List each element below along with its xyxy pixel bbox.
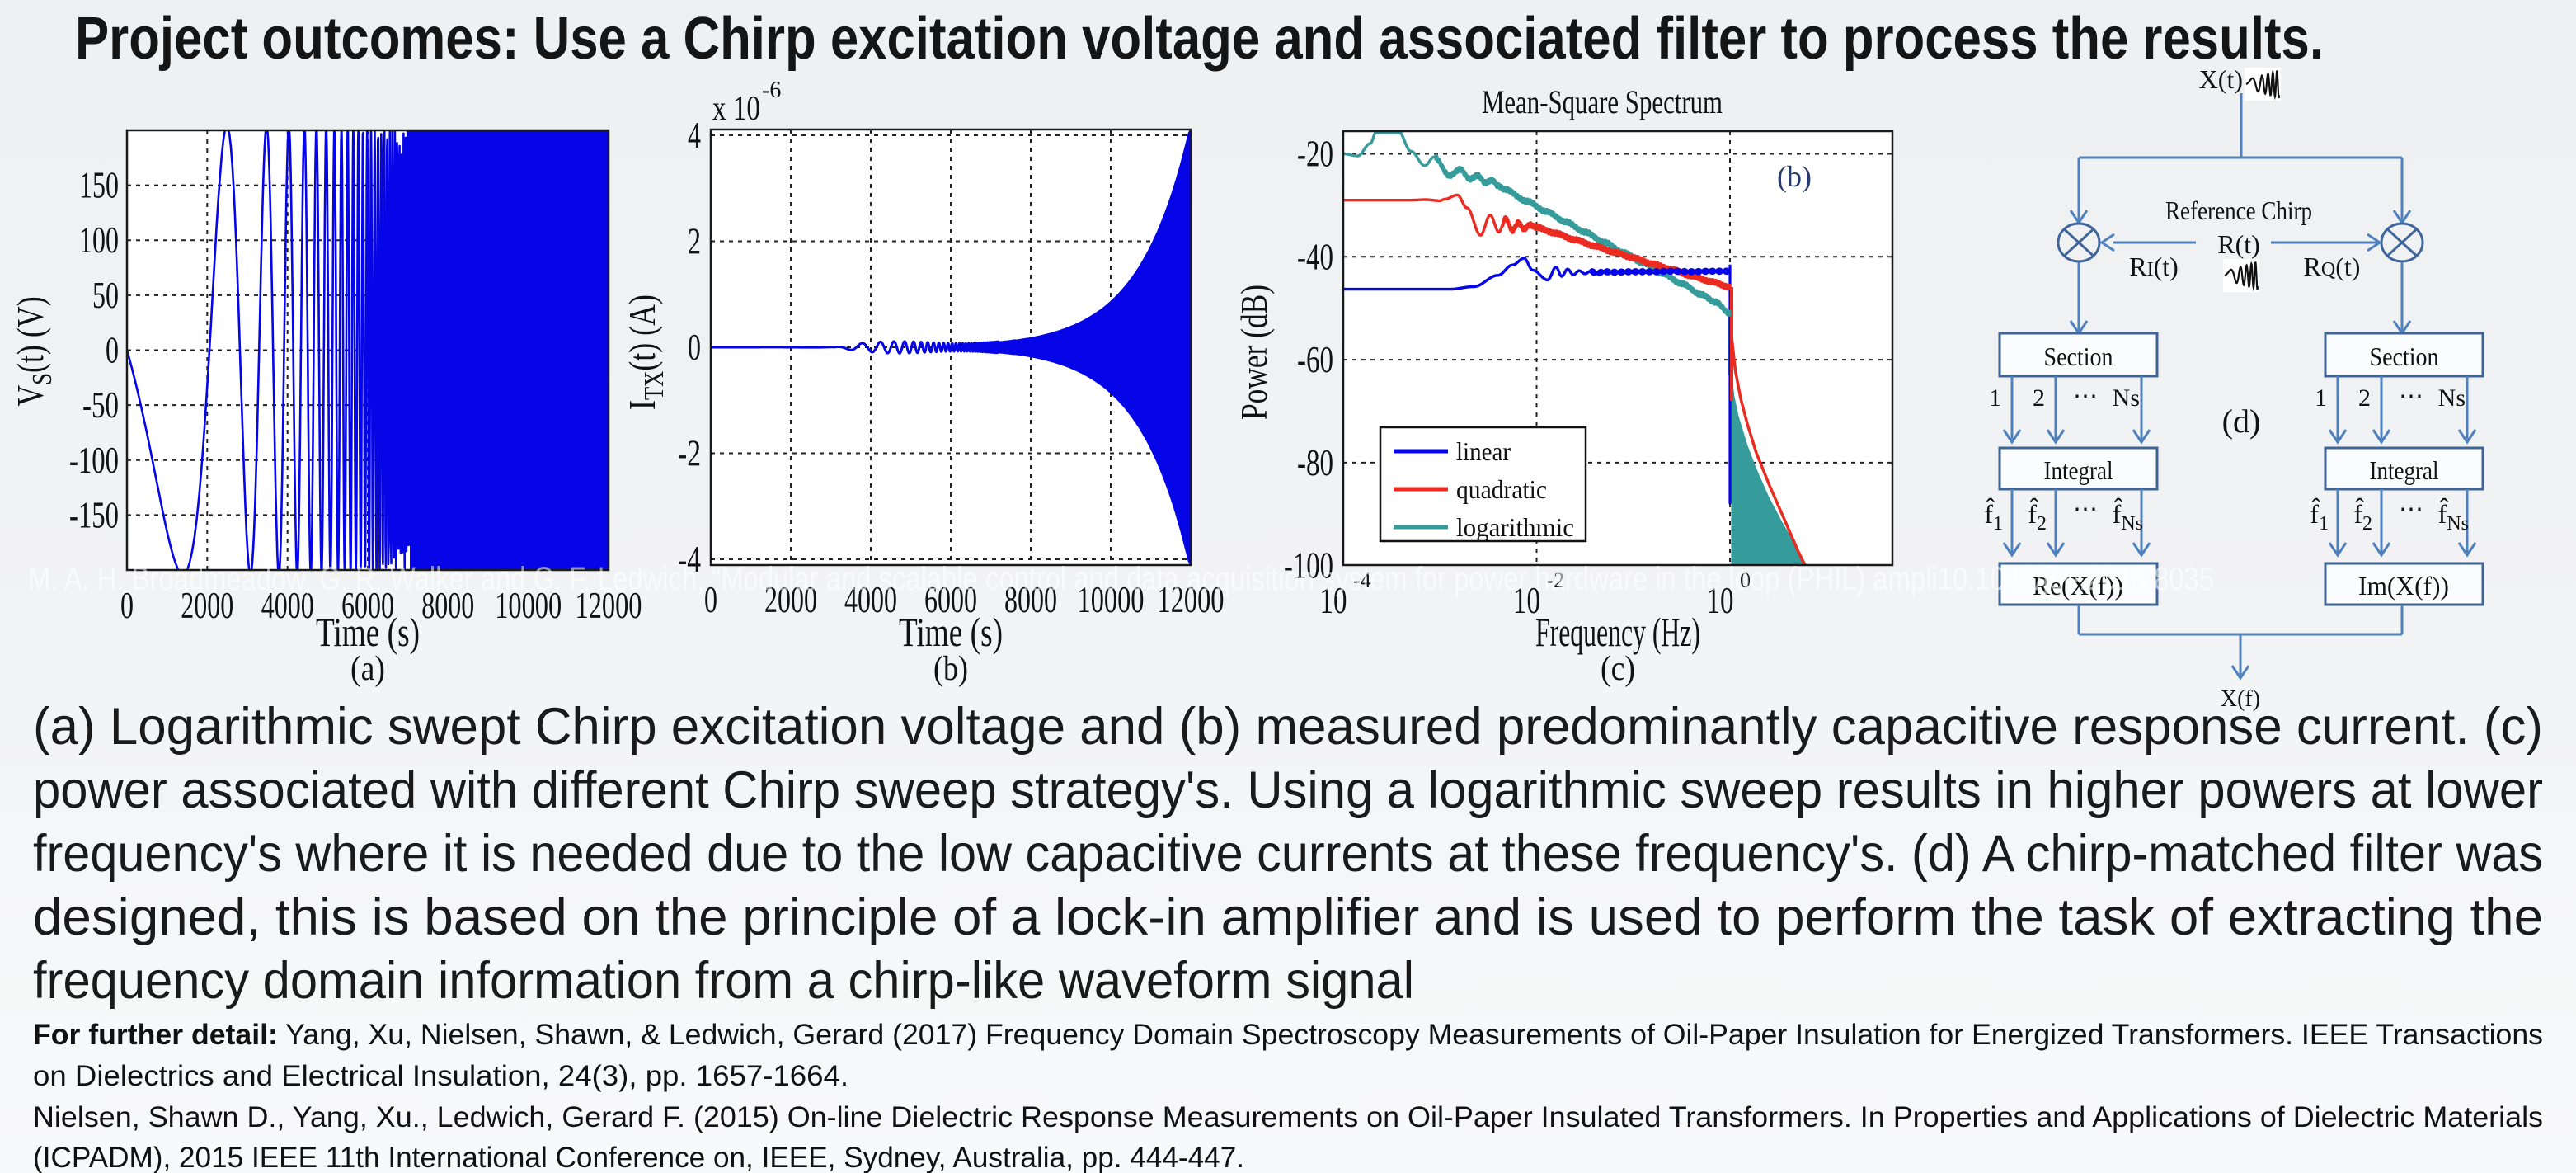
svg-text:X(f): X(f) [2221,686,2260,712]
svg-text:(a): (a) [350,650,385,688]
svg-text:-6: -6 [762,78,781,103]
svg-text:1: 1 [2315,384,2327,412]
svg-text:f̂2: f̂2 [2028,498,2047,535]
svg-text:Time (s): Time (s) [316,609,420,655]
svg-text:Section: Section [2370,342,2439,371]
svg-text:(c): (c) [1601,650,1635,688]
svg-text:0: 0 [704,579,717,620]
svg-text:f̂2: f̂2 [2353,498,2372,535]
svg-text:-80: -80 [1297,442,1333,483]
svg-text:10: 10 [1320,580,1347,621]
svg-text:2000: 2000 [181,585,233,626]
svg-text:RQ(t): RQ(t) [2304,252,2361,281]
svg-text:Ns: Ns [2438,384,2466,412]
svg-text:Re(X(f)): Re(X(f)) [2033,571,2123,601]
svg-text:8000: 8000 [1004,579,1057,620]
svg-text:2000: 2000 [764,579,817,620]
svg-text:Section: Section [2044,342,2113,371]
svg-text:Im(X(f)): Im(X(f)) [2358,571,2449,601]
svg-text:4000: 4000 [844,579,897,620]
svg-text:R(t): R(t) [2217,229,2260,259]
svg-text:4: 4 [688,115,701,156]
svg-text:0: 0 [1740,568,1751,592]
svg-text:12000: 12000 [576,585,642,626]
svg-text:2: 2 [2033,384,2045,412]
svg-text:10000: 10000 [1078,579,1145,620]
svg-text:2: 2 [2358,384,2371,412]
svg-text:Mean-Square Spectrum: Mean-Square Spectrum [1482,83,1723,120]
svg-text:VS(t) (V): VS(t) (V) [9,296,58,406]
svg-text:1: 1 [1989,384,2001,412]
svg-text:Integral: Integral [2044,455,2113,485]
svg-text:f̂1: f̂1 [2310,498,2329,535]
svg-text:(b): (b) [933,650,968,688]
svg-text:-60: -60 [1297,339,1333,380]
svg-text:-150: -150 [69,494,119,535]
svg-text:⋯: ⋯ [2399,496,2423,523]
svg-text:M. A. H. Broadmeadow, G. R. Wa: M. A. H. Broadmeadow, G. R. Walker and G… [28,561,2214,597]
svg-text:-4: -4 [1353,568,1371,592]
svg-text:6000: 6000 [924,579,977,620]
svg-text:Project outcomes: Use a Chirp: Project outcomes: Use a Chirp excitation… [75,6,2324,72]
svg-text:Integral: Integral [2370,455,2439,485]
svg-text:frequency's where it is needed: frequency's where it is needed due to th… [33,825,2543,883]
svg-text:(d): (d) [2222,403,2261,440]
svg-text:Frequency (Hz): Frequency (Hz) [1535,609,1700,655]
svg-text:-40: -40 [1297,236,1333,277]
svg-text:(a) Logarithmic swept Chirp ex: (a) Logarithmic swept Chirp excitation v… [33,698,2543,756]
svg-text:-2: -2 [678,433,701,474]
svg-text:0: 0 [688,327,701,368]
svg-text:designed, this is based on the: designed, this is based on the principle… [33,888,2543,946]
svg-text:-2: -2 [1547,568,1565,592]
svg-text:6000: 6000 [341,585,394,626]
svg-text:f̂Ns: f̂Ns [2438,498,2469,535]
svg-text:f̂1: f̂1 [1984,498,2003,535]
svg-text:ITX(t) (A): ITX(t) (A) [621,294,670,410]
svg-text:Power (dB): Power (dB) [1233,285,1275,420]
svg-text:X(t): X(t) [2199,64,2243,94]
svg-text:⋯: ⋯ [2073,383,2098,410]
svg-text:Time (s): Time (s) [899,609,1003,655]
svg-text:12000: 12000 [1158,579,1225,620]
svg-text:-20: -20 [1297,134,1333,175]
svg-text:quadratic: quadratic [1456,474,1547,504]
svg-text:For further detail: Yang, Xu,: For further detail: Yang, Xu, Nielsen, S… [33,1019,2543,1051]
svg-text:100: 100 [79,219,119,261]
svg-text:logarithmic: logarithmic [1456,512,1574,542]
svg-text:-4: -4 [678,539,701,580]
svg-text:Reference Chirp: Reference Chirp [2165,196,2312,225]
svg-text:0: 0 [106,330,119,371]
svg-text:linear: linear [1456,436,1511,466]
svg-text:-100: -100 [1284,545,1333,586]
svg-text:Nielsen, Shawn D., Yang, Xu.,: Nielsen, Shawn D., Yang, Xu., Ledwich, G… [33,1101,2543,1133]
svg-text:⋯: ⋯ [2399,383,2423,410]
svg-text:-50: -50 [82,384,119,426]
svg-text:0: 0 [120,585,134,626]
svg-text:RI(t): RI(t) [2129,252,2179,281]
svg-text:frequency domain information f: frequency domain information from a chir… [33,952,1414,1010]
svg-text:Ns: Ns [2113,384,2140,412]
svg-text:2: 2 [688,221,701,262]
svg-text:4000: 4000 [261,585,314,626]
svg-text:150: 150 [79,165,119,206]
svg-text:10000: 10000 [495,585,562,626]
svg-text:⋯: ⋯ [2073,496,2098,523]
svg-text:50: 50 [92,275,119,316]
svg-text:10: 10 [1513,580,1540,621]
svg-text:8000: 8000 [421,585,474,626]
svg-text:x 10: x 10 [712,90,760,128]
svg-text:power associated with differen: power associated with different Chirp sw… [33,761,2543,819]
svg-text:f̂Ns: f̂Ns [2113,498,2143,535]
svg-text:(ICPADM), 2015 IEEE 11th Inter: (ICPADM), 2015 IEEE 11th International C… [33,1142,1244,1173]
svg-text:on Dielectrics and Electrical: on Dielectrics and Electrical Insulation… [33,1060,848,1092]
svg-text:10: 10 [1707,580,1734,621]
svg-text:(b): (b) [1777,160,1812,193]
svg-text:-100: -100 [69,440,119,481]
